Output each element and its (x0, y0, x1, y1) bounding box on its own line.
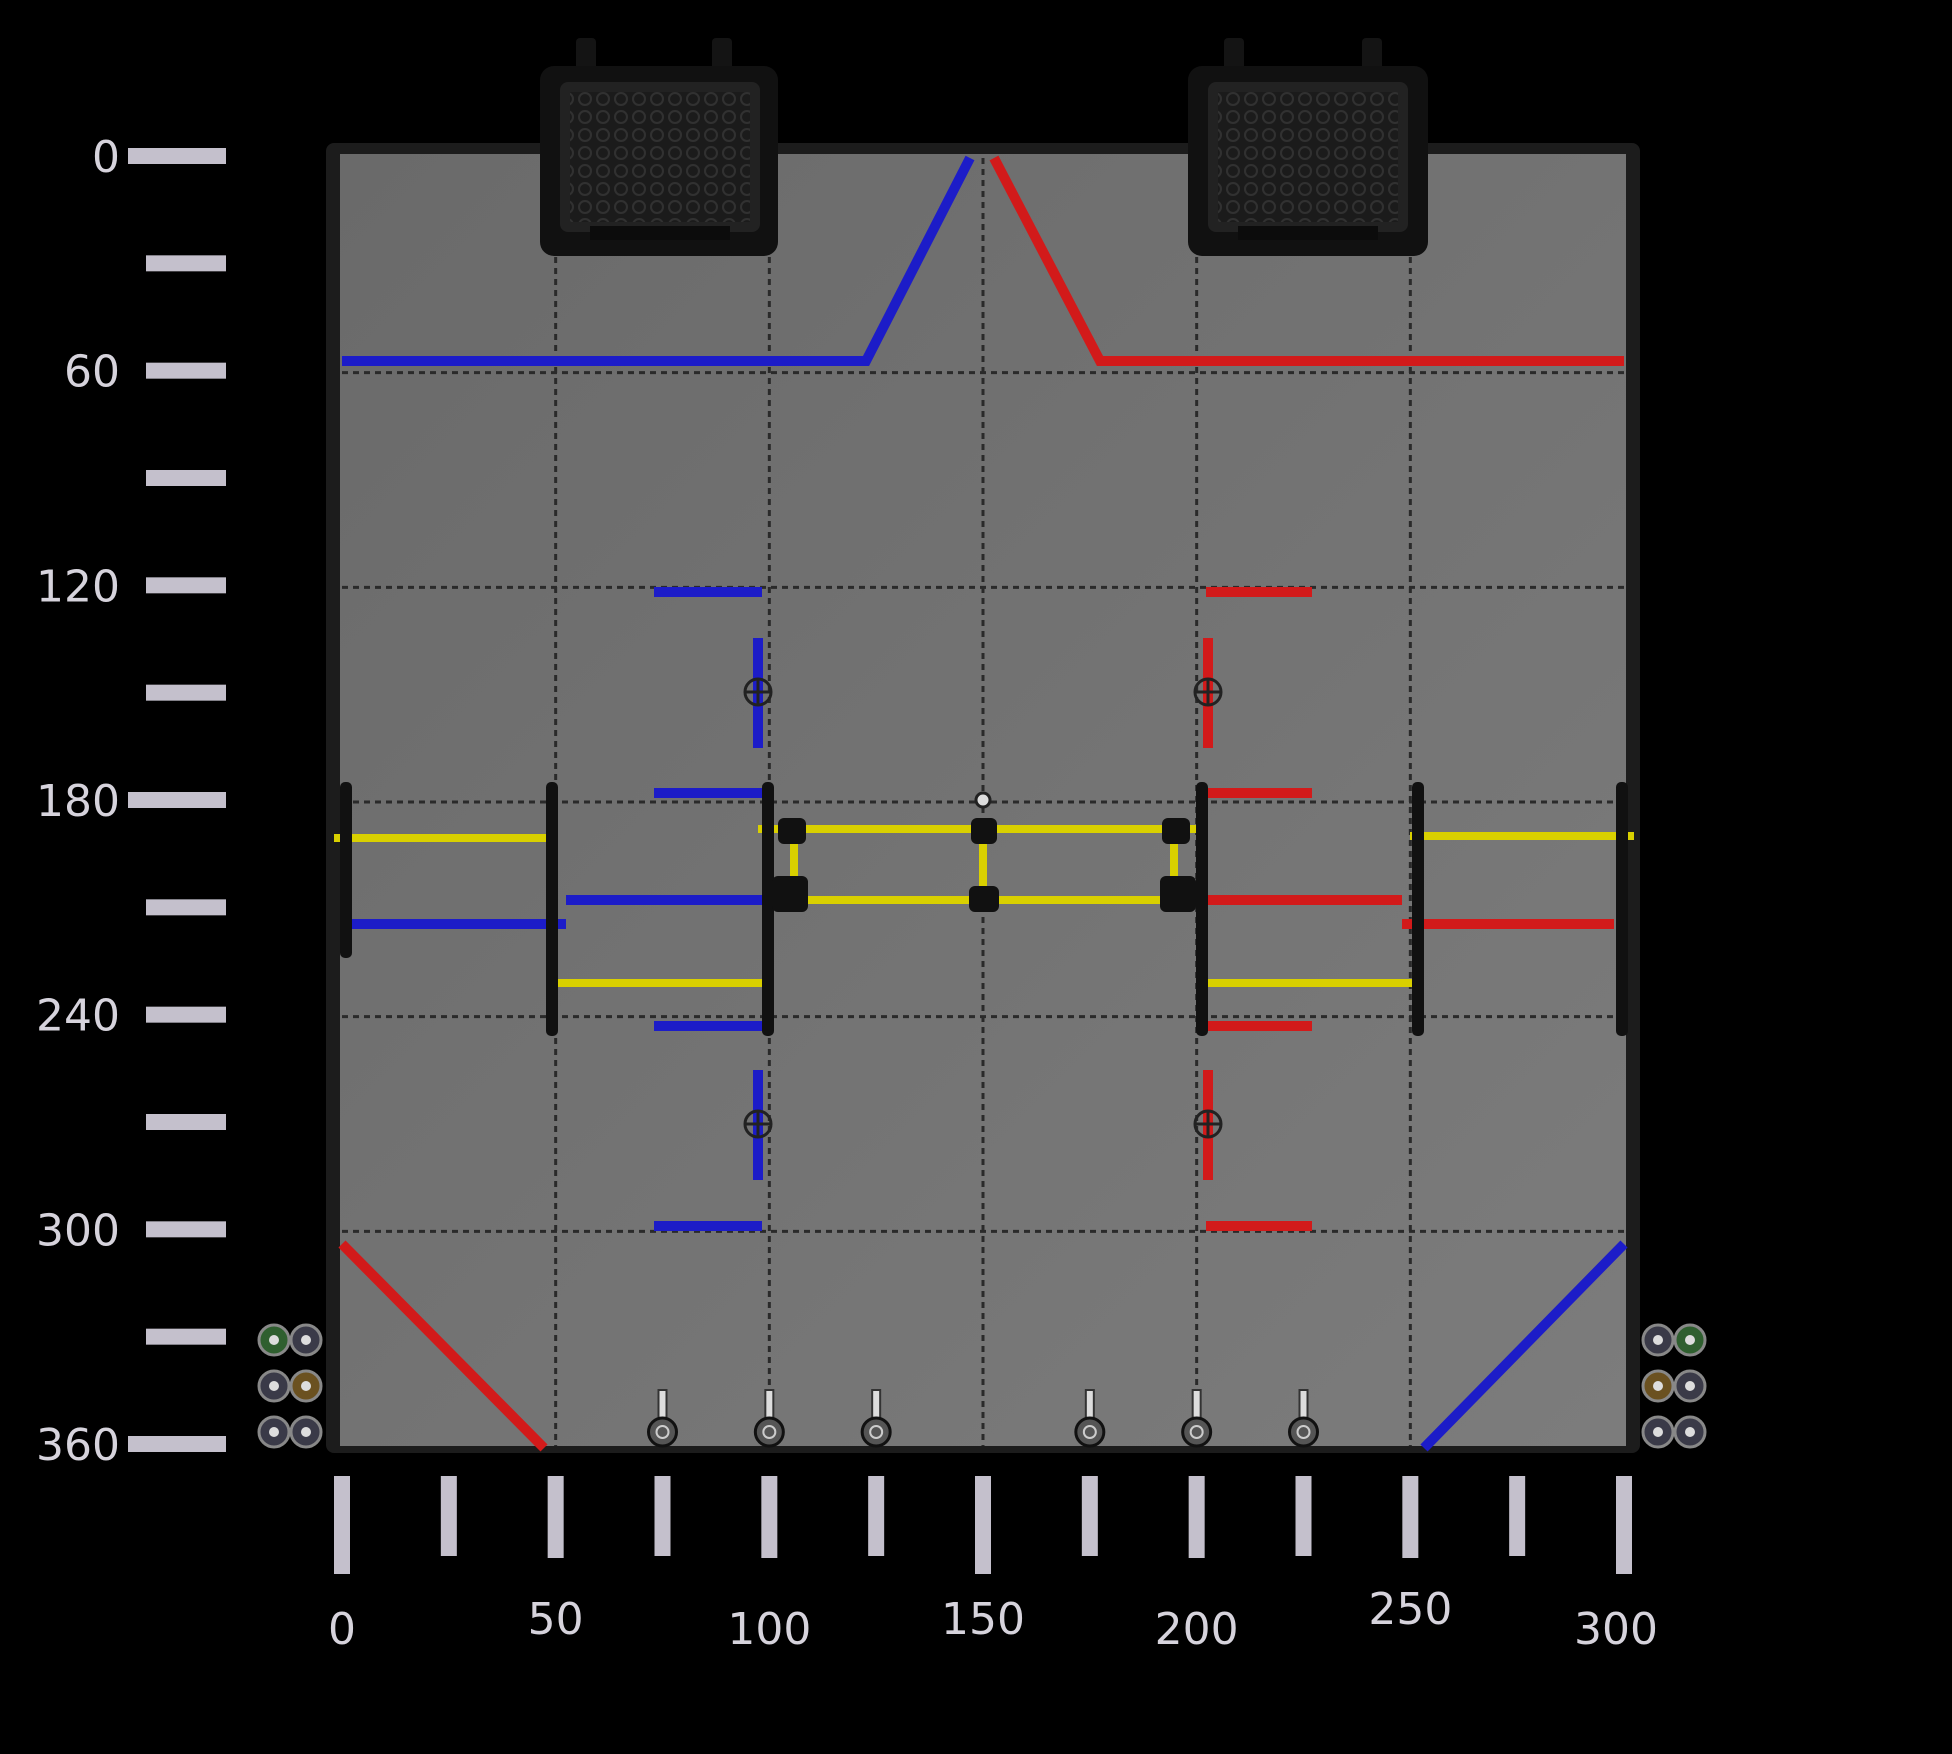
scoring-post-icon (1074, 1389, 1106, 1448)
x-tick-label: 0 (328, 1604, 356, 1655)
scoring-post-icon (647, 1389, 678, 1448)
wheel-hub-icon (257, 1369, 291, 1403)
y-tick-label: 180 (36, 776, 120, 827)
y-tick-minor (146, 255, 226, 272)
x-axis-ruler: 0 50 100 150 200 250 300 (328, 1476, 1658, 1655)
y-tick-label: 300 (36, 1205, 120, 1256)
y-tick-major (146, 362, 226, 379)
y-tick-label: 240 (36, 991, 120, 1042)
wheel-hub-icon (1673, 1323, 1707, 1357)
x-tick-minor (1509, 1476, 1526, 1556)
scoring-post-icon (1193, 677, 1223, 707)
scoring-post-icon (1193, 1109, 1223, 1139)
y-tick-minor (146, 684, 226, 701)
y-tick-major (146, 1221, 226, 1238)
x-tick-major (1402, 1476, 1419, 1558)
x-tick-major (975, 1476, 991, 1574)
blue-top-line (342, 155, 975, 366)
y-tick-label: 360 (36, 1420, 120, 1471)
x-tick-minor (1081, 1476, 1098, 1556)
x-tick-minor (868, 1476, 885, 1556)
x-tick-minor (654, 1476, 671, 1556)
y-tick-minor (146, 470, 226, 486)
wheel-hub-icon (289, 1415, 323, 1449)
center-marker (974, 791, 992, 809)
scoring-post-icon (743, 1109, 773, 1139)
goal-right (1188, 38, 1428, 256)
red-corner-line (338, 1240, 548, 1452)
goal-left (540, 38, 778, 256)
scoring-post-icon (1288, 1389, 1319, 1448)
y-tick-minor (146, 1114, 226, 1130)
x-tick-label: 50 (528, 1594, 584, 1645)
x-tick-major (1188, 1476, 1205, 1558)
x-tick-major (547, 1476, 564, 1558)
wheel-hub-icon (289, 1323, 323, 1357)
x-tick-label: 150 (941, 1594, 1025, 1645)
wheel-hub-icon (1673, 1415, 1707, 1449)
y-tick-label: 60 (64, 347, 120, 398)
wheel-hub-icon (257, 1415, 291, 1449)
scoring-post-icon (1181, 1389, 1213, 1448)
barrier-connectors (340, 782, 1628, 1036)
field (326, 38, 1640, 1453)
y-tick-minor (146, 899, 226, 916)
wheel-hub-icon (289, 1369, 323, 1403)
y-tick-label: 120 (36, 561, 120, 612)
y-tick-label: 0 (92, 132, 120, 183)
x-tick-label: 250 (1368, 1584, 1452, 1635)
x-tick-label: 100 (727, 1604, 811, 1655)
y-tick-major (128, 148, 226, 164)
blue-tape-lines (342, 155, 1628, 1452)
bottom-posts (647, 1389, 1319, 1448)
scoring-post-icon (753, 1389, 785, 1448)
wheel-hub-icon (1673, 1369, 1707, 1403)
x-tick-major (761, 1476, 778, 1558)
wheel-hub-icon (1641, 1415, 1675, 1449)
red-top-line (989, 155, 1624, 366)
x-tick-minor (1295, 1476, 1312, 1556)
wheel-hub-icon (257, 1323, 291, 1357)
y-tick-major (146, 1006, 226, 1023)
wheel-hub-icon (1641, 1323, 1675, 1357)
y-tick-major (128, 792, 226, 808)
x-tick-label: 300 (1574, 1604, 1658, 1655)
scoring-post-icon (860, 1389, 892, 1448)
y-tick-major (146, 577, 226, 594)
blue-corner-line (1420, 1240, 1628, 1452)
side-clusters (257, 1323, 1707, 1449)
y-axis-ruler: 0 60 120 180 240 300 360 (36, 132, 226, 1471)
x-tick-major (334, 1476, 350, 1574)
mid-posts (743, 677, 1223, 1139)
x-tick-major (1616, 1476, 1632, 1574)
y-tick-major (128, 1436, 226, 1452)
goal-basket-icon (540, 38, 778, 256)
x-tick-label: 200 (1155, 1604, 1239, 1655)
y-tick-minor (146, 1328, 226, 1345)
wheel-hub-icon (1641, 1369, 1675, 1403)
goal-basket-icon (1188, 38, 1428, 256)
scoring-post-icon (743, 677, 773, 707)
x-tick-minor (440, 1476, 457, 1556)
